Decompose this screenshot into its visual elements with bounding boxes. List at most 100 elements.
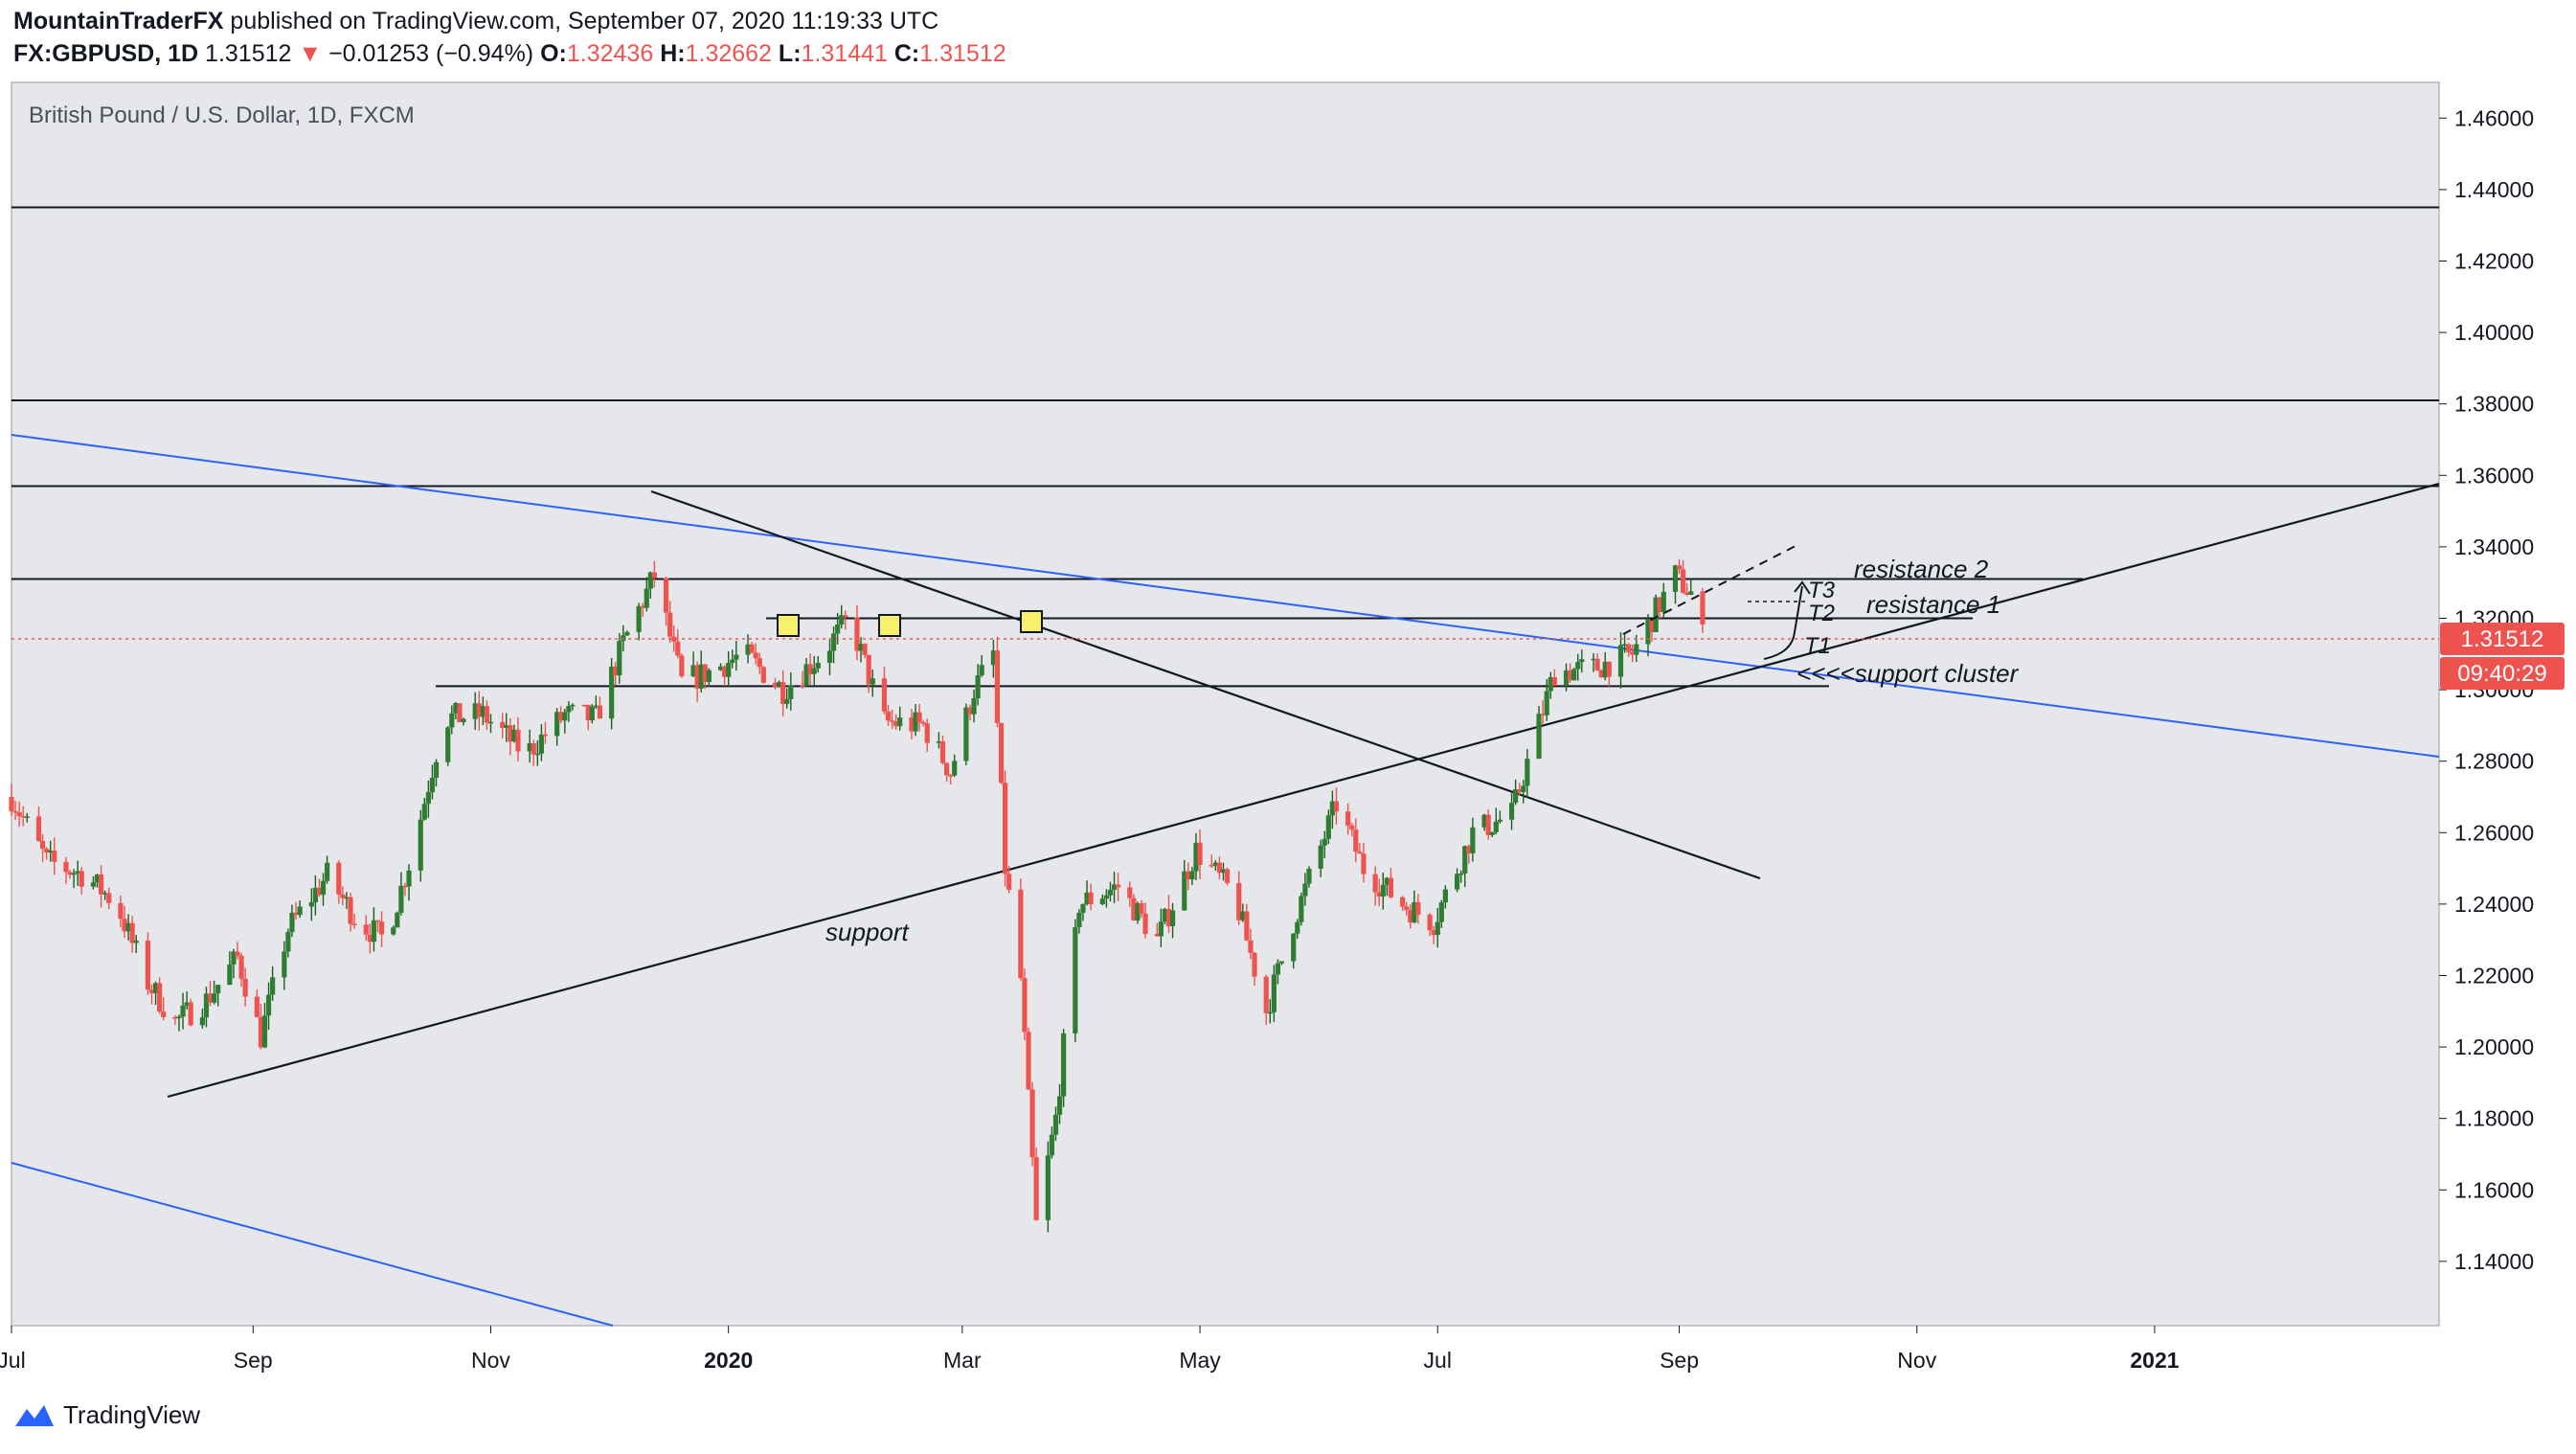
target-t1-label: T1: [1804, 633, 1831, 659]
candle-up: [1458, 873, 1464, 875]
candle-down: [1216, 862, 1222, 874]
candle-up: [1111, 884, 1118, 890]
resistance-2-label: resistance 2: [1854, 555, 1989, 583]
candle-up: [418, 819, 423, 871]
candle-up: [1617, 645, 1624, 677]
candle-down: [1006, 874, 1012, 890]
candle-up: [897, 717, 903, 727]
blue-trendline-upper[interactable]: [11, 434, 2440, 758]
candle-down: [943, 762, 950, 776]
symbol-ohlc-line: FX:GBPUSD, 1D 1.31512 ▼ −0.01253 (−0.94%…: [13, 40, 1006, 68]
candle-down: [348, 897, 353, 924]
author-name[interactable]: MountainTraderFX: [13, 8, 224, 34]
candle-down: [889, 720, 895, 722]
candle-up: [511, 729, 517, 742]
candle-up: [425, 791, 431, 805]
candle-up: [1329, 801, 1335, 816]
candle-up: [706, 670, 712, 683]
candle-down: [749, 644, 755, 653]
marker-square[interactable]: [777, 614, 800, 637]
y-tick-label: 1.46000: [2454, 105, 2534, 130]
candle-up: [391, 927, 396, 935]
candle-down: [663, 578, 669, 613]
candle-down: [63, 861, 69, 873]
y-tick-label: 1.16000: [2454, 1177, 2534, 1202]
candle-down: [1349, 825, 1355, 830]
candle-up: [152, 983, 159, 993]
marker-square[interactable]: [878, 614, 901, 637]
candle-down: [293, 912, 299, 916]
candle-up: [1162, 908, 1168, 922]
candle-up: [395, 912, 400, 928]
candle-up: [788, 685, 794, 699]
y-tick-label: 1.22000: [2454, 963, 2534, 988]
candle-down: [1197, 842, 1203, 866]
candle-up: [1412, 901, 1417, 923]
candle-up: [811, 668, 817, 674]
marker-square[interactable]: [1020, 610, 1043, 633]
y-tick-label: 1.20000: [2454, 1034, 2534, 1059]
candle-down: [866, 654, 871, 685]
candle-down: [79, 871, 84, 887]
candle-down: [44, 849, 50, 852]
candle-down: [651, 572, 657, 579]
candle-up: [344, 897, 350, 899]
symbol-label: FX:GBPUSD, 1D: [13, 40, 199, 67]
candle-up: [1513, 788, 1519, 804]
candle-down: [780, 682, 786, 704]
candle-up: [1508, 803, 1515, 820]
candle-down: [1466, 846, 1472, 853]
candle-down: [967, 707, 973, 715]
candle-up: [75, 871, 80, 874]
candle-down: [67, 872, 73, 875]
candle-up: [371, 920, 377, 943]
candle-up: [184, 1002, 190, 1006]
y-tick-label: 1.34000: [2454, 534, 2534, 559]
candle-up: [1563, 670, 1570, 686]
candle-up: [593, 705, 599, 708]
candle-down: [258, 1016, 264, 1048]
candle-up: [1212, 862, 1218, 866]
blue-trendline-lower[interactable]: [11, 1162, 614, 1327]
candle-down: [1598, 670, 1604, 678]
candle-up: [133, 941, 139, 943]
candle-down: [702, 664, 708, 683]
candle-down: [118, 902, 124, 920]
dashed-channel-line[interactable]: [1622, 545, 1796, 635]
candle-up: [1521, 785, 1526, 792]
candle-up: [1525, 759, 1530, 786]
candle-up: [270, 977, 276, 995]
candle-down: [722, 666, 728, 677]
support-trendline[interactable]: [167, 482, 2440, 1099]
candle-up: [1107, 889, 1114, 896]
candle-up: [734, 654, 739, 660]
price-tag: [2440, 623, 2565, 655]
candle-up: [717, 666, 724, 670]
candle-down: [1026, 1032, 1031, 1090]
candle-down: [1154, 934, 1160, 937]
candles: [9, 558, 1706, 1233]
descending-trendline[interactable]: [650, 489, 1761, 880]
candle-down: [1022, 978, 1028, 1033]
y-tick-label: 1.38000: [2454, 392, 2534, 417]
candle-down: [1252, 952, 1257, 977]
candle-down: [1372, 874, 1378, 893]
candle-down: [1142, 913, 1148, 935]
chart-plot-area[interactable]: [11, 81, 2440, 1327]
chart-header-publish: MountainTraderFX published on TradingVie…: [13, 8, 938, 35]
candle-up: [487, 721, 494, 724]
candle-up: [784, 698, 790, 704]
candle-down: [760, 667, 766, 683]
candle-up: [698, 664, 704, 689]
tradingview-branding[interactable]: TradingView: [13, 1400, 200, 1430]
candle-down: [1345, 811, 1351, 826]
candle-down: [1657, 597, 1662, 613]
candle-down: [340, 894, 346, 898]
candle-up: [1661, 591, 1666, 613]
candle-down: [679, 655, 685, 677]
candle-down: [235, 951, 240, 956]
candle-down: [1263, 976, 1269, 1013]
x-tick-label: Sep: [234, 1348, 273, 1373]
candle-up: [858, 644, 864, 651]
